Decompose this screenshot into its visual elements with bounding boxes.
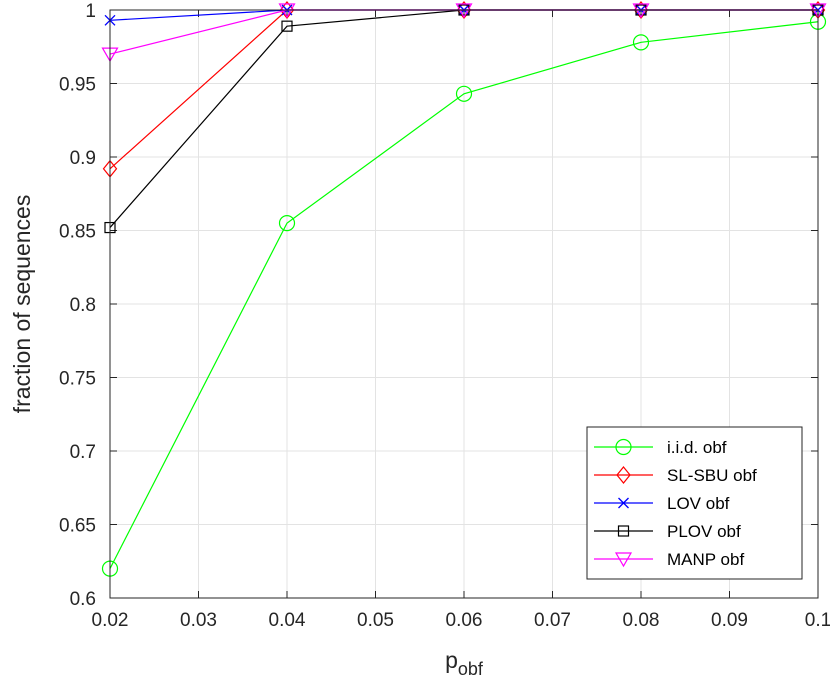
x-axis-title-subscript: obf (458, 659, 484, 679)
y-tick-label: 0.65 (59, 516, 96, 537)
legend-item-manp-obf: MANP obf (594, 550, 744, 569)
x-tick-label: 0.03 (180, 610, 217, 631)
legend-item-i-i-d-obf: i.i.d. obf (594, 438, 727, 457)
x-axis-title-main: p (445, 647, 458, 673)
x-tick-label: 0.05 (357, 610, 394, 631)
x-tick-label: 0.09 (711, 610, 748, 631)
y-tick-label: 0.8 (70, 295, 96, 316)
x-axis-title: pobf (445, 647, 484, 679)
x-tick-label: 0.06 (446, 610, 483, 631)
y-tick-label: 0.7 (70, 442, 96, 463)
x-tick-label: 0.08 (623, 610, 660, 631)
x-tick-label: 0.02 (92, 610, 129, 631)
y-tick-label: 1 (85, 1, 96, 22)
legend-item-lov-obf: LOV obf (594, 494, 730, 513)
y-tick-label: 0.6 (70, 589, 96, 610)
y-tick-label: 0.85 (59, 222, 96, 243)
data-point-i-i-d-obf (278, 215, 296, 232)
legend-marker (615, 438, 632, 456)
plot-area-frame (109, 9, 819, 599)
legend-label: LOV obf (667, 494, 730, 513)
y-tick-label: 0.95 (59, 75, 96, 96)
legend-label: i.i.d. obf (667, 438, 727, 457)
legend-marker (614, 552, 633, 568)
data-point-plov-obf (281, 20, 293, 32)
legend-label: SL-SBU obf (667, 466, 757, 485)
data-point-i-i-d-obf (632, 34, 650, 51)
data-point-i-i-d-obf (455, 85, 473, 102)
legend-item-plov-obf: PLOV obf (594, 522, 741, 541)
legend-marker (617, 525, 630, 537)
y-axis-title: fraction of sequences (9, 195, 35, 414)
y-tick-label: 0.75 (59, 369, 96, 390)
legend-label: PLOV obf (667, 522, 741, 541)
legend-label: MANP obf (667, 550, 744, 569)
legend-item-sl-sbu-obf: SL-SBU obf (594, 466, 757, 485)
y-tick-label: 0.9 (70, 148, 96, 169)
x-tick-label: 0.1 (805, 610, 830, 631)
y-tick-labels: 0.6 0.65 0.7 0.75 0.8 0.85 0.9 0.95 1 (59, 1, 96, 610)
legend: i.i.d. obf SL-SBU obf LOV obf PLOV obf MANP … (586, 426, 803, 580)
x-tick-label: 0.04 (269, 610, 306, 631)
x-marker-stroke (618, 497, 629, 509)
legend-marker (618, 497, 629, 509)
legend-marker (616, 466, 631, 484)
x-tick-labels: 0.02 0.03 0.04 0.05 0.06 0.07 0.08 0.09 0.1 (92, 610, 830, 631)
series-line-i-i-d-obf (109, 21, 819, 569)
x-tick-label: 0.07 (534, 610, 571, 631)
